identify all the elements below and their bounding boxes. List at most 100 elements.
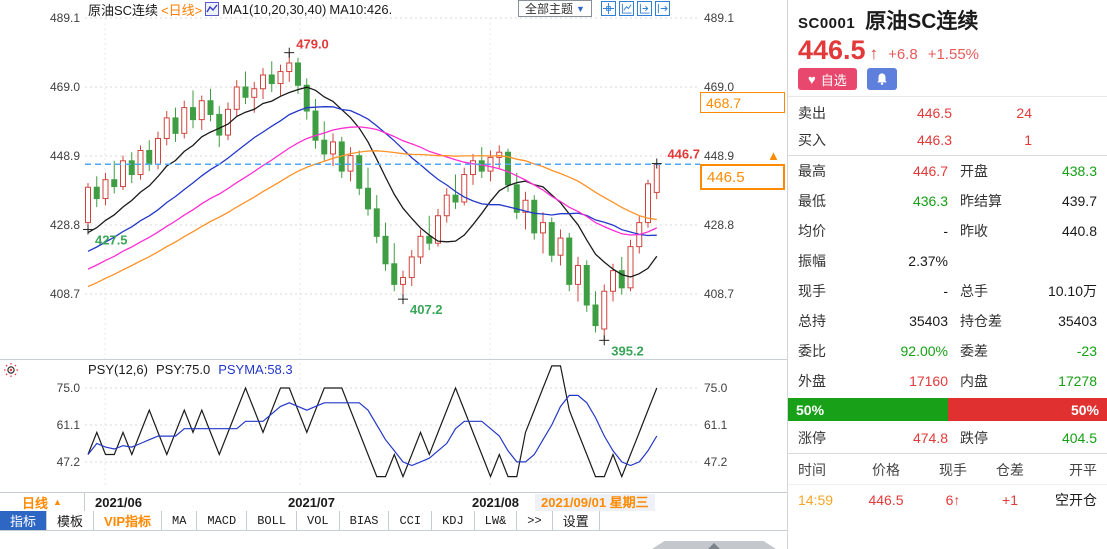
indicator-toolbar: 指标 模板 VIP指标 MA MACD BOLL VOL BIAS CCI KDJ LW& >> 设置	[0, 511, 787, 531]
svg-text:448.9: 448.9	[704, 149, 734, 163]
stat-value: -23	[1076, 343, 1097, 359]
candlestick-chart[interactable]: 489.1 489.1 469.0 469.0 448.9 448.9 428.8 428.8…	[0, 0, 787, 549]
crosshair-icon[interactable]	[601, 1, 616, 16]
tick-price: 446.5	[868, 492, 904, 508]
svg-text:47.2: 47.2	[704, 455, 728, 469]
scroll-to-latest-icon[interactable]: ▲	[767, 148, 780, 163]
tick-table-row: 14:59 446.5 6↑ +1 空开仓	[788, 485, 1107, 515]
stat-label: 现手	[798, 283, 826, 299]
stat-label: 总持	[798, 313, 826, 329]
date-axis-label: 2021/07	[288, 495, 335, 510]
price-alert-button[interactable]	[866, 68, 897, 90]
svg-text:61.1: 61.1	[704, 418, 728, 432]
current-price-tag-value: 446.5	[707, 168, 745, 186]
stat-value: 404.5	[1061, 430, 1097, 446]
toolbar-item-设置[interactable]: 设置	[553, 511, 600, 530]
chart-tool-buttons	[601, 1, 670, 16]
stat-value: 446.7	[912, 163, 948, 179]
order-book: 卖出 446.5 24 买入 446.3 1	[788, 96, 1107, 156]
svg-text:427.5: 427.5	[95, 232, 128, 247]
stat-label: 振幅	[798, 253, 826, 269]
stat-label: 持仓差	[960, 313, 1002, 329]
ma-settings-label[interactable]: MA1(10,20,30,40)	[222, 1, 327, 17]
quote-stats: 最高 446.7 开盘 438.3 最低 436.3 昨结算 439.7 均价 - 昨收 440.8 振…	[788, 156, 1107, 396]
tick-open-close-type: 空开仓	[1055, 492, 1097, 508]
svg-text:47.2: 47.2	[57, 455, 81, 469]
tick-header-cell: 时间	[798, 462, 826, 478]
toolbar-item-vip指标[interactable]: VIP指标	[94, 511, 162, 530]
stat-value: 10.10万	[1047, 283, 1097, 299]
chart-title: 原油SC连续 <日线> MA1(10,20,30,40) MA10:426.	[88, 1, 393, 18]
toolbar-item-模板[interactable]: 模板	[47, 511, 95, 530]
tick-header-cell: 现手	[939, 462, 967, 478]
stat-row: 振幅 2.37%	[788, 246, 1107, 276]
stat-label: 均价	[798, 223, 826, 239]
stat-value: 17278	[1058, 373, 1097, 389]
symbol-name: 原油SC连续	[865, 10, 979, 33]
current-price-tag: 446.5	[700, 164, 785, 190]
psy-indicator-header: PSY(12,6) PSY:75.0 PSYMA:58.3	[88, 362, 293, 377]
toolbar-item-boll[interactable]: BOLL	[247, 511, 298, 530]
chart-period-tag[interactable]: <日线>	[161, 2, 203, 18]
stat-value: 2.37%	[908, 253, 948, 269]
psy-panel-icon[interactable]	[3, 362, 19, 378]
stat-row: 最低 436.3 昨结算 439.7	[788, 186, 1107, 216]
stat-row: 均价 - 昨收 440.8	[788, 216, 1107, 246]
svg-text:448.9: 448.9	[50, 149, 80, 163]
stat-value: 474.8	[912, 430, 948, 446]
toolbar-item-cci[interactable]: CCI	[389, 511, 433, 530]
stat-value: 438.3	[1061, 163, 1097, 179]
upper-price-tag-value: 468.7	[706, 94, 742, 111]
psy-formula-label[interactable]: PSY(12,6)	[88, 362, 148, 377]
svg-text:408.7: 408.7	[50, 287, 80, 301]
symbol-code: SC0001	[798, 15, 856, 32]
svg-text:428.8: 428.8	[704, 218, 734, 232]
drawer-handle[interactable]	[652, 541, 776, 549]
stat-label: 委差	[960, 343, 988, 359]
date-axis-label: 2021/06	[95, 495, 142, 510]
pane-export-icon[interactable]	[655, 1, 670, 16]
stat-row: 现手 - 总手 10.10万	[788, 276, 1107, 306]
toolbar-item-bias[interactable]: BIAS	[340, 511, 390, 530]
bell-icon	[875, 72, 889, 86]
svg-text:407.2: 407.2	[410, 302, 443, 317]
theme-dropdown[interactable]: 全部主题 ▼	[518, 0, 592, 17]
stat-label: 开盘	[960, 163, 988, 179]
pane-forward-icon[interactable]	[637, 1, 652, 16]
toolbar-item-vol[interactable]: VOL	[297, 511, 340, 530]
chart-type-icon	[205, 2, 220, 16]
book-row: 卖出 446.5 24	[788, 99, 1107, 126]
upper-price-tag: 468.7	[700, 92, 785, 113]
svg-text:446.7: 446.7	[667, 147, 700, 162]
stat-row: 最高 446.7 开盘 438.3	[788, 156, 1107, 186]
period-selector-label: 日线	[22, 495, 49, 511]
pane-chart-icon[interactable]	[619, 1, 634, 16]
toolbar-item->>[interactable]: >>	[517, 511, 553, 530]
chevron-up-icon: ▲	[53, 497, 62, 507]
tick-header-cell: 价格	[872, 462, 900, 478]
buy-ratio: 50%	[788, 398, 948, 421]
ma10-value-label: MA10:426.	[329, 1, 393, 17]
toolbar-item-lw&[interactable]: LW&	[475, 511, 518, 530]
svg-text:428.8: 428.8	[50, 218, 80, 232]
svg-text:75.0: 75.0	[704, 381, 728, 395]
chevron-up-icon	[708, 543, 720, 549]
stat-label: 涨停	[798, 430, 826, 446]
book-price: 446.5	[916, 104, 952, 121]
toolbar-item-ma[interactable]: MA	[162, 511, 198, 530]
toolbar-item-macd[interactable]: MACD	[197, 511, 248, 530]
period-selector[interactable]: 日线 ▲	[0, 493, 85, 511]
add-watchlist-button[interactable]: ♥ 自选	[798, 68, 857, 90]
stat-row: 总持 35403 持仓差 35403	[788, 306, 1107, 336]
book-label: 卖出	[798, 104, 826, 121]
stat-value: 439.7	[1061, 193, 1097, 209]
psyma-value-label: PSYMA:58.3	[218, 362, 293, 377]
stat-label: 昨结算	[960, 193, 1002, 209]
toolbar-item-kdj[interactable]: KDJ	[432, 511, 475, 530]
book-volume: 24	[1016, 104, 1032, 121]
stat-label: 外盘	[798, 373, 826, 389]
chart-symbol-name: 原油SC连续	[88, 2, 159, 18]
toolbar-item-指标[interactable]: 指标	[0, 511, 48, 530]
date-axis-label: 2021/08	[472, 495, 519, 510]
stat-value: 17160	[909, 373, 948, 389]
